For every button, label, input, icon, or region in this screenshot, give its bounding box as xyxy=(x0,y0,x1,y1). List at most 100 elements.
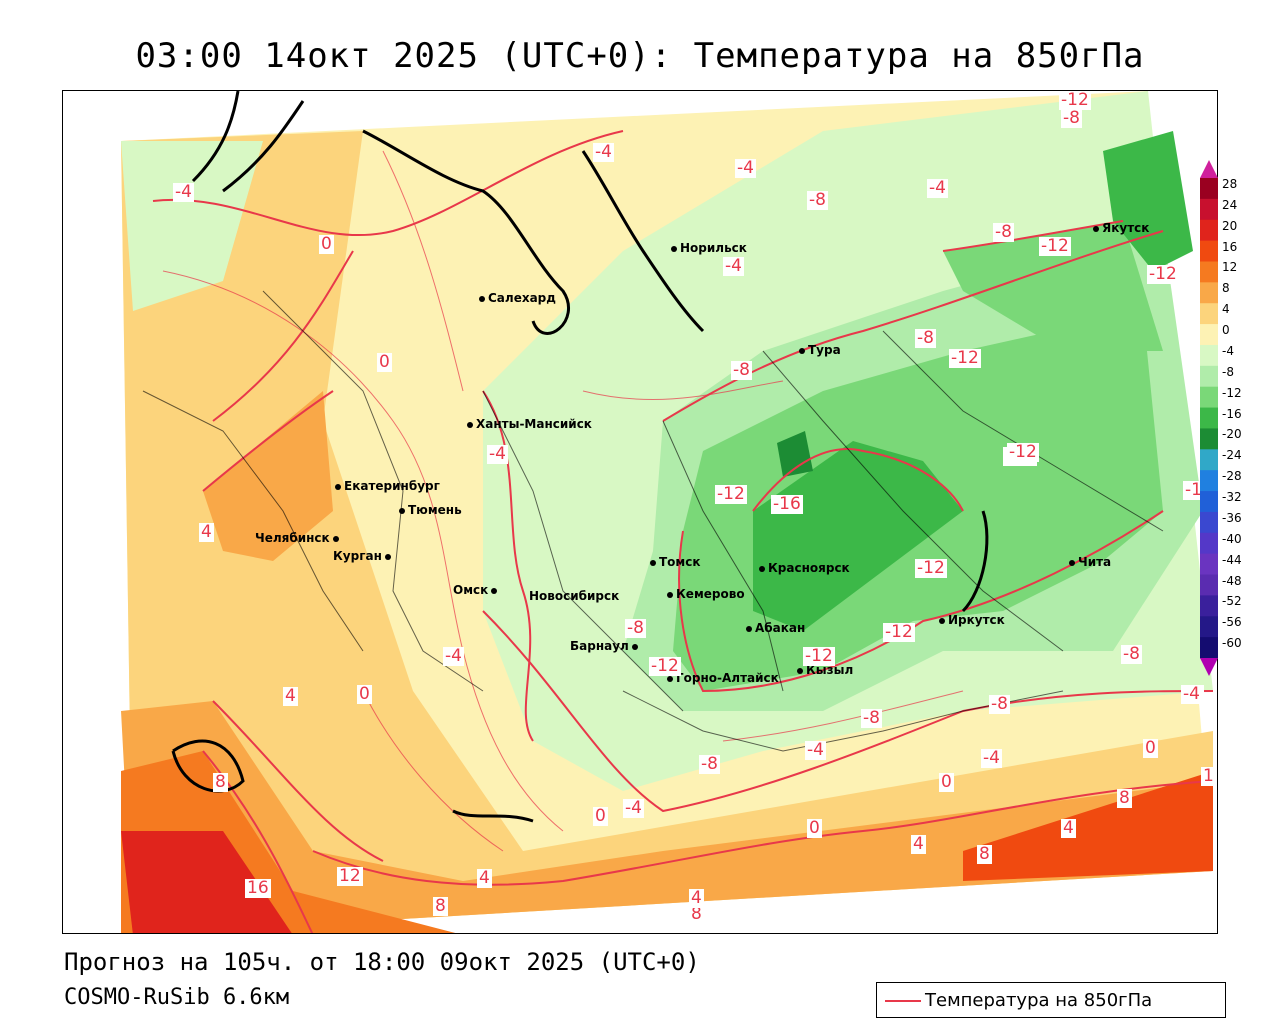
contour-label: -12 xyxy=(883,622,915,642)
cold-band-minus16 xyxy=(753,441,963,631)
city-abakan: Абакан xyxy=(746,621,805,635)
colorbar-tick-label: -40 xyxy=(1222,531,1242,546)
cold-band-minus20 xyxy=(777,431,813,477)
cold-band-minus16-ne xyxy=(1103,131,1193,271)
model-name: COSMO-RuSib 6.6км xyxy=(64,985,290,1010)
contour-label: 0 xyxy=(357,684,372,704)
colorbar-tick-label: -36 xyxy=(1222,510,1242,525)
contour-label: -4 xyxy=(623,798,644,818)
city-dot-icon xyxy=(667,675,673,682)
colorbar-tick-label: -20 xyxy=(1222,427,1242,442)
contour-label: -4 xyxy=(723,256,744,276)
colorbar-segment xyxy=(1200,261,1218,283)
warm-band-8-se xyxy=(963,771,1213,881)
contour-label: 8 xyxy=(213,772,228,792)
colorbar-tick-label: 28 xyxy=(1222,177,1238,191)
contour-label: -12 xyxy=(1039,236,1071,256)
colorbar-tick-label: -16 xyxy=(1222,406,1242,421)
city-kyzyl: Кызыл xyxy=(797,663,853,677)
forecast-info: Прогноз на 105ч. от 18:00 09окт 2025 (UT… xyxy=(64,948,700,976)
city-dot-icon xyxy=(399,507,405,514)
colorbar-segment xyxy=(1200,282,1218,304)
colorbar-tick-label: -52 xyxy=(1222,594,1242,609)
contour-label: -8 xyxy=(1061,108,1082,128)
contour-label: -12 xyxy=(949,348,981,368)
city-dot-icon xyxy=(746,625,752,632)
coastline xyxy=(171,91,989,823)
city-tura: Тура xyxy=(799,343,841,357)
contour-label: 0 xyxy=(939,772,954,792)
colorbar-tick-label: -24 xyxy=(1222,448,1242,463)
contour-label: 16 xyxy=(245,878,271,898)
contour-label: -8 xyxy=(625,618,646,638)
contour-label: 4 xyxy=(689,888,704,908)
city-norilsk: Норильск xyxy=(671,241,747,255)
colorbar-tick-label: -56 xyxy=(1222,615,1242,630)
contour-label: -8 xyxy=(993,222,1014,242)
contour-label: -12 xyxy=(1007,442,1039,462)
cold-band-minus12-ne xyxy=(943,221,1163,351)
colorbar-tick-label: -60 xyxy=(1222,636,1242,651)
legend-label: Температура на 850гПа xyxy=(925,990,1153,1011)
city-dot-icon xyxy=(1069,559,1075,566)
contour-label: 0 xyxy=(1143,738,1158,758)
cold-band-minus4-w xyxy=(121,141,263,311)
colorbar-tick-label: 4 xyxy=(1222,302,1230,317)
contour-label: -12 xyxy=(803,646,835,666)
colorbar-segment xyxy=(1200,198,1218,221)
contour-label: -4 xyxy=(487,444,508,464)
city-novosibirsk: Новосибирск xyxy=(529,589,620,603)
city-dot-icon xyxy=(799,347,805,354)
city-kurgan: Курган xyxy=(333,549,394,563)
city-khanty-mansiysk: Ханты-Мансийск xyxy=(467,417,592,431)
contour-label: -8 xyxy=(1121,644,1142,664)
colorbar-segment xyxy=(1200,532,1218,555)
contour-label: -8 xyxy=(699,754,720,774)
colorbar-segment xyxy=(1200,324,1218,346)
legend-line-swatch xyxy=(885,1000,921,1002)
city-chita: Чита xyxy=(1069,555,1111,569)
contour-label: -12 xyxy=(715,484,747,504)
contour-label: 12 xyxy=(337,866,363,886)
colorbar-segment xyxy=(1200,219,1218,242)
contour-label: 8 xyxy=(1117,788,1132,808)
colorbar-segment xyxy=(1200,511,1218,534)
contour-label: -8 xyxy=(731,360,752,380)
contour-label: -4 xyxy=(981,748,1002,768)
city-dot-icon xyxy=(667,591,673,598)
contour-label: -4 xyxy=(927,178,948,198)
city-salekhard: Салехард xyxy=(479,291,556,305)
city-dot-icon xyxy=(467,421,473,428)
city-omsk: Омск xyxy=(453,583,500,597)
colorbar-tick-label: -32 xyxy=(1222,490,1242,505)
colorbar-tick-label: -4 xyxy=(1222,343,1234,358)
colorbar-segment xyxy=(1200,553,1218,576)
contour-label: 4 xyxy=(199,522,214,542)
colorbar-tick-label: 8 xyxy=(1222,281,1230,296)
colorbar-segment xyxy=(1200,303,1218,325)
colorbar-segment xyxy=(1200,470,1218,492)
colorbar-segment xyxy=(1200,428,1218,450)
warm-band-4 xyxy=(121,131,1213,933)
contour-label: -4 xyxy=(1181,684,1202,704)
colorbar-segment xyxy=(1200,449,1218,471)
city-dot-icon xyxy=(479,295,485,302)
city-chelyabinsk: Челябинск xyxy=(255,531,342,545)
contour-label: -4 xyxy=(593,142,614,162)
contour-lines-thin xyxy=(162,150,964,852)
colorbar-segment xyxy=(1200,574,1218,596)
colorbar-tick-label: 20 xyxy=(1222,218,1238,233)
colorbar-segment xyxy=(1200,386,1218,409)
contour-label: -4 xyxy=(443,646,464,666)
page-title: 03:00 14окт 2025 (UTC+0): Температура на… xyxy=(135,36,1145,76)
colorbar-segment xyxy=(1200,365,1218,388)
contour-label: -4 xyxy=(173,182,194,202)
contour-label: -12 xyxy=(649,656,681,676)
color-scale-bar xyxy=(1200,160,1218,676)
city-dot-icon xyxy=(384,553,391,560)
map-area[interactable]: Норильск Якутск Салехард Тура Ханты-Манс… xyxy=(62,90,1218,934)
city-dot-icon xyxy=(759,565,765,572)
colorbar-segment xyxy=(1200,616,1218,638)
contour-label: -8 xyxy=(915,328,936,348)
city-barnaul: Барнаул xyxy=(570,639,641,653)
